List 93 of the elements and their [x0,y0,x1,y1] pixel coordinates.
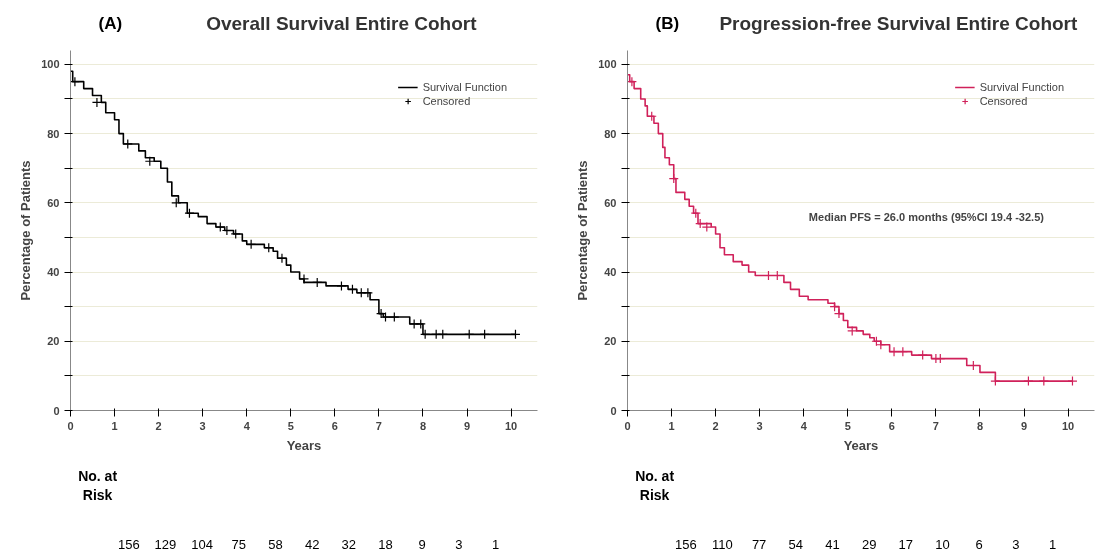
point [701,221,712,233]
text: 75 [231,537,247,553]
x-tick-label: 1 [668,419,675,432]
text: No. at Risk [635,467,675,503]
legend-label: Censored [979,94,1028,108]
point [990,375,1001,387]
point [215,221,226,233]
x-tick-label: 4 [800,419,808,432]
point [230,228,241,240]
x-tick-label: 10 [504,419,518,432]
text: 29 [861,537,877,553]
legend-label: Survival Function [422,80,507,94]
x-tick-label: 0 [67,419,74,432]
y-tick-label: 20 [47,335,60,348]
y-tick-label: 100 [41,58,60,71]
text: 110 [712,537,733,553]
text: 42 [304,537,320,553]
y-axis-title: Percentage of Patients [575,160,591,301]
x-tick-label: 5 [287,419,294,432]
x-tick-label: 6 [331,419,338,432]
text: (A) [98,13,123,33]
x-axis-title: Years [843,437,879,453]
point [276,253,288,264]
x-tick-label: 9 [463,419,471,432]
legend-label: Survival Function [979,80,1064,94]
text: 77 [751,537,767,553]
y-tick-label: 0 [53,404,60,417]
point [389,311,400,323]
text: 41 [825,537,840,553]
y-tick-label: 0 [610,404,617,417]
x-tick-label: 0 [624,419,631,432]
text: (B) [655,13,680,33]
x-tick-label: 7 [375,419,382,432]
text: No. at Risk [78,467,118,503]
legend-label: Censored [422,94,471,108]
point [917,350,928,361]
x-tick-label: 2 [155,419,162,432]
y-tick-label: 40 [47,266,60,279]
x-tick-label: 5 [844,419,851,432]
text: 156 [117,537,140,553]
point [298,273,310,285]
text: 17 [898,537,914,553]
point [362,287,373,298]
point [888,346,900,357]
point [1023,375,1034,387]
point [122,138,133,150]
point [847,325,858,336]
y-tick-label: 40 [604,266,617,279]
annotation: Median PFS = 26.0 months (95%CI 19.4 -32.5) [808,211,1045,224]
y-tick-label: 80 [604,127,617,140]
text: 10 [935,537,950,553]
point [627,76,638,87]
x-tick-label: 10 [1061,419,1075,432]
text: 6 [975,537,983,553]
point [897,346,908,357]
text: 3 [1012,537,1020,553]
text: 32 [341,537,357,553]
text: 1 [491,537,500,553]
x-tick-label: 2 [712,419,719,432]
x-tick-label: 4 [243,419,251,432]
text: 1 [1048,537,1057,553]
point [380,311,391,323]
text: 9 [418,537,426,553]
point [1038,375,1049,387]
x-tick-label: 6 [888,419,895,432]
x-tick-label: 8 [419,419,427,432]
point [70,76,81,87]
point [1067,375,1078,387]
y-tick-label: 80 [47,127,60,140]
y-tick-label: 100 [598,58,617,71]
y-axis-title: Percentage of Patients [18,160,34,301]
text: 156 [674,537,697,553]
point [336,280,347,291]
point [415,318,426,330]
text: 104 [191,537,213,553]
y-tick-label: 60 [47,196,60,209]
text: 58 [268,537,283,553]
x-tick-label: 3 [199,419,206,432]
chart-title: Overall Survival Entire Cohort [206,12,478,34]
x-tick-label: 1 [111,419,118,432]
x-tick-label: 8 [976,419,984,432]
y-tick-label: 60 [604,196,617,209]
text: 3 [455,537,463,553]
text: 129 [154,537,177,553]
x-axis-title: Years [286,437,322,453]
x-tick-label: 7 [932,419,939,432]
chart-title: Progression-free Survival Entire Cohort [719,12,1078,34]
x-tick-label: 9 [1020,419,1028,432]
text: 54 [788,537,804,553]
y-tick-label: 20 [604,335,617,348]
point [246,239,257,250]
text: 18 [378,537,393,553]
x-tick-label: 3 [756,419,763,432]
